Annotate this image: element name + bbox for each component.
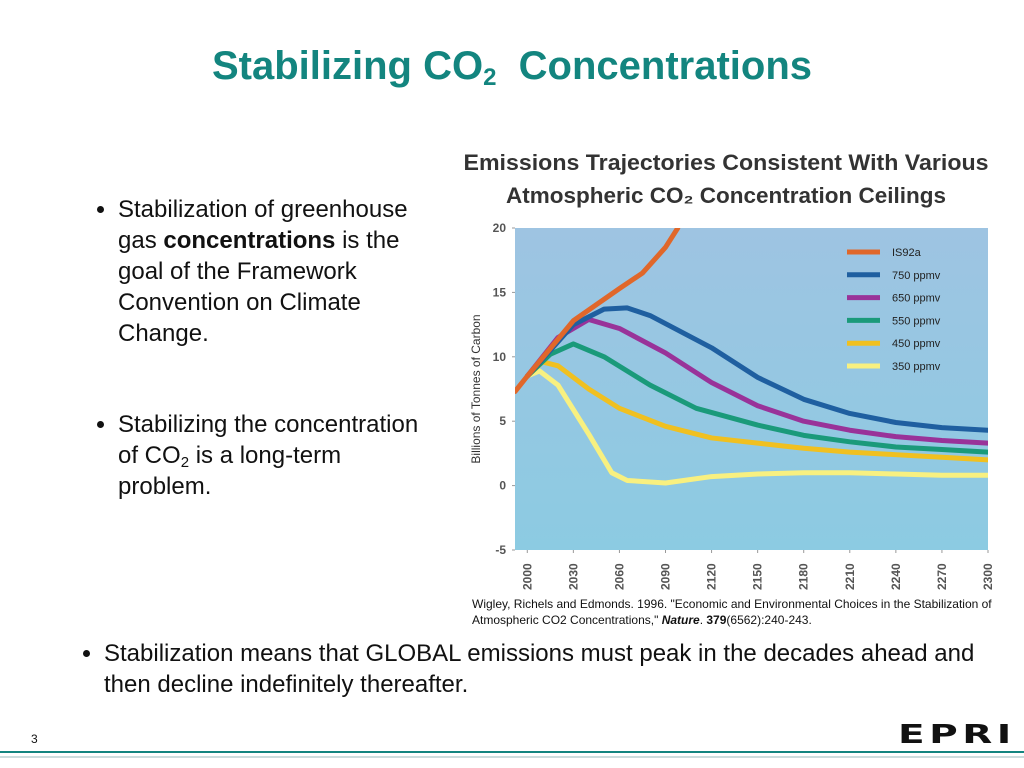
- legend-label: 550 ppmv: [892, 315, 941, 327]
- citation-volume: 379: [706, 613, 727, 627]
- x-tick-label: 2000: [520, 563, 534, 590]
- y-tick-label: 0: [499, 479, 506, 493]
- y-axis-label: Billions of Tonnes of Carbon: [469, 314, 483, 463]
- series-line: [524, 359, 988, 463]
- x-tick-label: 2060: [612, 563, 626, 590]
- page-number: 3: [31, 732, 38, 746]
- legend-label: IS92a: [892, 247, 922, 259]
- bullet: Stabilization means that GLOBAL emission…: [104, 638, 1010, 700]
- bullet: Stabilization of greenhouse gas concentr…: [118, 194, 434, 349]
- x-tick-label: 2300: [981, 563, 995, 590]
- bullet-subscript: 2: [180, 454, 190, 471]
- y-tick-label: 10: [493, 350, 507, 364]
- chart-title: Emissions Trajectories Consistent With V…: [464, 150, 989, 175]
- chart-title: Atmospheric CO₂ Concentration Ceilings: [506, 183, 946, 208]
- citation: Wigley, Richels and Edmonds. 1996. "Econ…: [472, 596, 1012, 628]
- plot-area: [515, 228, 988, 550]
- title-text: Stabilizing CO: [211, 44, 484, 88]
- y-tick-label: 20: [493, 221, 507, 235]
- title-text: Concentrations: [496, 44, 813, 88]
- bullet-text: Stabilizing the concentration of CO: [118, 411, 419, 469]
- x-tick-label: 2090: [659, 563, 673, 590]
- citation-text: (6562):240-243.: [726, 613, 812, 627]
- series-line: [524, 341, 988, 455]
- bullet: Stabilizing the concentration of CO2 is …: [118, 409, 434, 502]
- citation-journal: Nature: [661, 613, 700, 627]
- x-tick-label: 2180: [797, 563, 811, 590]
- legend-label: 450 ppmv: [892, 338, 941, 350]
- citation-text: Wigley, Richels and Edmonds. 1996. "Econ…: [472, 597, 992, 627]
- legend-label: 350 ppmv: [892, 361, 941, 373]
- bullet-text: is the goal of the Framework Convention …: [118, 227, 400, 347]
- bullets: Stabilization of greenhouse gas concentr…: [94, 194, 434, 502]
- x-tick-label: 2120: [705, 563, 719, 590]
- bullet-bold: concentrations: [163, 227, 336, 254]
- y-tick-label: 5: [499, 414, 506, 428]
- series-line: [524, 368, 988, 486]
- bullet-text: is a long-term problem.: [118, 442, 342, 500]
- x-tick-label: 2240: [889, 563, 903, 590]
- legend-label: 650 ppmv: [892, 293, 941, 305]
- title-subscript: 2: [483, 64, 497, 91]
- logo: EPRI: [898, 720, 1016, 750]
- x-tick-label: 2270: [935, 563, 949, 590]
- y-tick-label: 15: [493, 285, 507, 299]
- bullet-text: Stabilization of greenhouse gas: [118, 196, 408, 254]
- y-tick-label: -5: [495, 543, 506, 557]
- series-line: [524, 316, 988, 446]
- legend-label: 750 ppmv: [892, 270, 941, 282]
- x-tick-label: 2030: [566, 563, 580, 590]
- slide-title: Stabilizing CO2 Concentrations: [0, 44, 1024, 91]
- bottom-bullets: Stabilization means that GLOBAL emission…: [80, 638, 1010, 700]
- x-tick-label: 2150: [751, 563, 765, 590]
- series-line: [515, 228, 681, 395]
- series-line: [524, 305, 988, 433]
- citation-text: .: [699, 613, 707, 627]
- x-tick-label: 2210: [843, 563, 857, 590]
